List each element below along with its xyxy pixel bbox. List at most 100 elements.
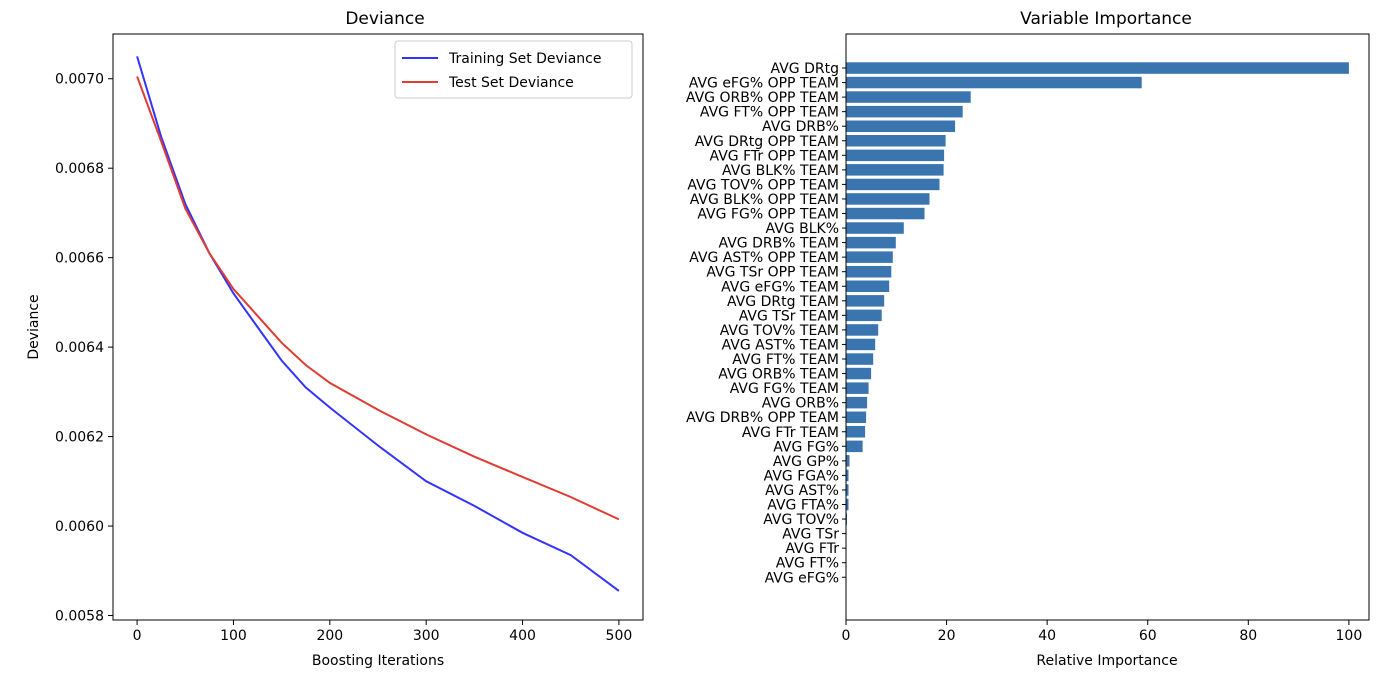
- deviance-y-ticks: 0.0058 0.0060 0.0062 0.0064 0.0066 0.0068 0.00…: [55, 72, 113, 625]
- y-tick-label: 0.0064: [55, 340, 104, 356]
- importance-bar: [846, 367, 872, 380]
- importance-bar: [846, 498, 849, 511]
- legend-label-test: Test Set Deviance: [448, 75, 574, 91]
- importance-bars: [846, 62, 1349, 583]
- importance-chart-title: Variable Importance: [1020, 9, 1192, 29]
- importance-bar: [846, 193, 930, 205]
- importance-bar: [846, 309, 882, 322]
- importance-bar: [846, 382, 869, 394]
- x-tick-label: 0: [842, 628, 851, 644]
- deviance-legend: Training Set Deviance Test Set Deviance: [394, 40, 633, 99]
- x-tick-label: 40: [1038, 628, 1056, 644]
- importance-bar: [846, 324, 879, 336]
- y-tick-label: 0.0070: [55, 72, 104, 88]
- category-label: AVG ORB%: [762, 396, 839, 412]
- importance-bar: [846, 411, 867, 423]
- importance-bar: [846, 91, 971, 103]
- deviance-y-axis-label: Deviance: [26, 294, 42, 359]
- deviance-plot-area: [136, 56, 620, 592]
- importance-bar: [846, 295, 885, 307]
- importance-bar: [846, 222, 904, 234]
- category-label: AVG AST% TEAM: [722, 337, 839, 353]
- importance-bar: [846, 353, 874, 365]
- importance-bar: [846, 469, 849, 482]
- importance-bar: [846, 266, 892, 278]
- category-label: AVG DRtg: [771, 61, 839, 77]
- importance-bar: [846, 105, 963, 118]
- importance-bar: [846, 135, 946, 147]
- importance-bar: [846, 338, 876, 351]
- category-label: AVG FGA%: [764, 468, 839, 484]
- category-label: AVG FTr: [785, 541, 839, 557]
- deviance-chart: Deviance 0 100 200 300 400 500 0.00580.00600.…: [26, 9, 644, 669]
- importance-bar: [846, 76, 1142, 89]
- x-tick-label: 400: [509, 628, 536, 644]
- importance-x-axis-label: Relative Importance: [1036, 653, 1177, 669]
- category-label: AVG FG%: [773, 439, 839, 455]
- x-tick-label: 500: [606, 628, 633, 644]
- deviance-x-axis-label: Boosting Iterations: [312, 653, 444, 669]
- importance-bar: [846, 178, 940, 191]
- category-label: AVG FG% OPP TEAM: [697, 207, 839, 223]
- category-label: AVG TSr: [782, 527, 839, 543]
- importance-x-ticks: 0 20 40 60 80 100: [842, 620, 1363, 644]
- x-tick-label: 80: [1239, 628, 1257, 644]
- category-label: AVG AST%: [765, 483, 839, 499]
- deviance-axes-frame: [112, 33, 644, 621]
- x-tick-label: 100: [220, 628, 247, 644]
- importance-bar: [846, 426, 866, 438]
- importance-bar: [846, 455, 850, 467]
- deviance-x-ticks: 0 100 200 300 400 500: [133, 620, 633, 644]
- deviance-chart-title: Deviance: [345, 9, 424, 29]
- legend-box: [394, 40, 633, 99]
- category-label: AVG GP%: [773, 454, 839, 470]
- y-tick-label: 0.0066: [55, 251, 104, 267]
- category-label: AVG BLK% TEAM: [722, 163, 839, 179]
- category-label: AVG DRB%: [762, 119, 839, 135]
- legend-label-training: Training Set Deviance: [448, 51, 601, 67]
- category-label: AVG FG% TEAM: [730, 381, 839, 397]
- importance-axes-frame: [845, 33, 1370, 621]
- category-label: AVG FTr OPP TEAM: [710, 148, 839, 164]
- category-label: AVG BLK%: [766, 221, 839, 237]
- y-tick-label: 0.0062: [55, 430, 104, 446]
- importance-bar: [846, 149, 945, 162]
- y-tick-label: 0.0058: [55, 609, 104, 625]
- deviance-series-line-0: [136, 56, 620, 592]
- x-tick-label: 0: [133, 628, 142, 644]
- category-label: AVG DRtg TEAM: [727, 294, 839, 310]
- importance-bar: [846, 280, 890, 292]
- category-label: AVG eFG% TEAM: [721, 279, 839, 295]
- category-label: AVG DRtg OPP TEAM: [695, 134, 839, 150]
- x-tick-label: 100: [1336, 628, 1363, 644]
- category-label: AVG TOV%: [763, 512, 839, 528]
- category-label: AVG TOV% TEAM: [720, 323, 839, 339]
- category-label: AVG ORB% TEAM: [718, 367, 839, 383]
- category-label: AVG FT% OPP TEAM: [700, 105, 839, 121]
- x-tick-label: 20: [938, 628, 956, 644]
- category-label: AVG TSr TEAM: [739, 308, 839, 324]
- category-label: AVG TOV% OPP TEAM: [687, 177, 839, 193]
- category-label: AVG DRB% OPP TEAM: [686, 410, 839, 426]
- category-label: AVG TSr OPP TEAM: [706, 265, 839, 281]
- x-tick-label: 300: [413, 628, 440, 644]
- x-tick-label: 200: [316, 628, 343, 644]
- deviance-series-line-1: [136, 76, 620, 521]
- category-label: AVG eFG%: [765, 570, 839, 586]
- importance-bar: [846, 440, 863, 453]
- importance-bar: [846, 396, 868, 409]
- importance-bar: [846, 484, 849, 496]
- importance-bar: [846, 164, 944, 176]
- category-label: AVG FTA%: [767, 498, 839, 514]
- y-tick-label: 0.0068: [55, 161, 104, 177]
- importance-bar: [846, 120, 956, 132]
- importance-bar: [846, 251, 893, 263]
- importance-bar: [846, 236, 896, 249]
- importance-bar: [846, 207, 925, 220]
- y-tick-label: 0.0060: [55, 519, 104, 535]
- x-tick-label: 60: [1139, 628, 1157, 644]
- category-label: AVG ORB% OPP TEAM: [686, 90, 839, 106]
